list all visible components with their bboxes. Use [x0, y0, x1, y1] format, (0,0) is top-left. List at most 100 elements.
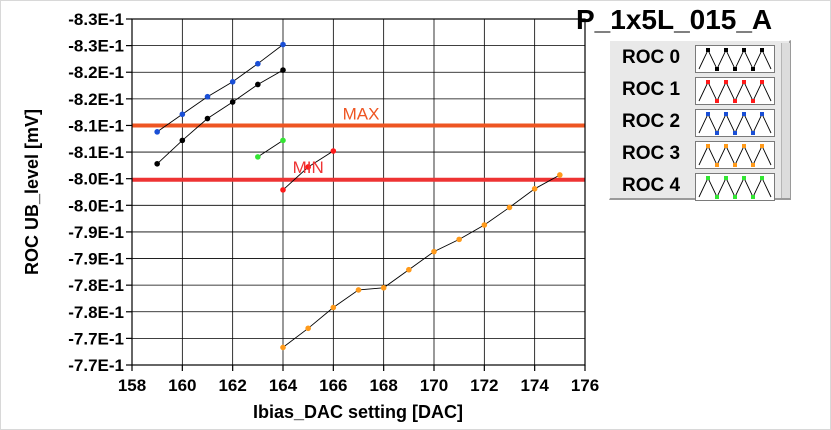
data-point-roc-4: [280, 137, 286, 144]
data-point-roc-3: [456, 236, 462, 243]
series-line-roc-2: [156, 44, 284, 133]
legend-marker: [760, 80, 764, 84]
y-axis-title: ROC UB_level [mV]: [22, 109, 42, 275]
legend-zigzag-icon: [698, 48, 772, 71]
data-point-roc-3: [531, 186, 538, 192]
data-point-roc-2: [280, 41, 286, 48]
legend-marker: [715, 163, 719, 167]
legend-marker: [751, 99, 755, 103]
legend-marker: [724, 80, 728, 84]
x-tick-label: 162: [218, 376, 246, 395]
data-point-roc-0: [154, 160, 160, 167]
legend-marker: [715, 99, 719, 103]
legend-zigzag-icon: [698, 112, 772, 135]
legend-swatch: [695, 141, 775, 169]
legend-label: ROC 4: [622, 175, 681, 196]
legend-scrollbar[interactable]: [781, 43, 790, 198]
legend-swatch: [695, 77, 775, 105]
legend-marker: [733, 131, 737, 135]
x-tick-label: 172: [470, 376, 498, 395]
data-point-roc-1: [280, 187, 286, 193]
legend-zigzag-icon: [698, 80, 772, 103]
data-point-roc-3: [280, 344, 286, 351]
legend-marker: [751, 131, 755, 135]
y-tick-label: -7.9E-1: [68, 250, 124, 269]
legend-marker: [751, 195, 755, 199]
y-tick-label: -8.2E-1: [68, 90, 124, 109]
y-tick-label: -7.7E-1: [68, 329, 124, 348]
series-line-roc-4: [257, 140, 284, 158]
legend-marker: [760, 48, 764, 52]
y-tick-label: -8.0E-1: [68, 170, 124, 189]
legend-marker: [742, 144, 746, 148]
y-axis-ticks: -7.7E-1 -7.7E-1 -7.8E-1 -7.8E-1 -7.9E-1 -7.9E…: [68, 10, 132, 375]
data-point-roc-3: [355, 287, 362, 293]
x-tick-label: 158: [118, 376, 146, 395]
legend-marker: [760, 112, 764, 116]
legend-swatch: [695, 109, 775, 137]
legend-marker: [733, 67, 737, 71]
series-line-roc-3: [282, 174, 561, 348]
legend-marker: [742, 48, 746, 52]
y-tick-label: -7.7E-1: [68, 356, 124, 375]
legend-marker: [706, 112, 710, 116]
legend-marker: [724, 176, 728, 180]
legend-label: ROC 2: [622, 111, 681, 132]
data-point-roc-0: [255, 81, 261, 88]
legend-line: [698, 176, 772, 199]
data-point-roc-0: [204, 115, 211, 122]
y-tick-label: -8.2E-1: [68, 63, 124, 82]
legend-marker: [733, 195, 737, 199]
series-line-roc-0: [156, 69, 284, 165]
data-point-roc-4: [255, 154, 261, 160]
legend-item-roc-3[interactable]: ROC 3: [610, 139, 789, 169]
x-axis-ticks: 158 160 162 164 166 168 170 172 174 176: [118, 365, 599, 395]
legend-line: [698, 144, 772, 167]
data-point-roc-0: [179, 137, 186, 144]
legend-marker: [751, 163, 755, 167]
legend-zigzag-icon: [698, 144, 772, 167]
legend-label: ROC 3: [622, 143, 681, 164]
data-point-roc-3: [431, 248, 437, 255]
legend-marker: [760, 176, 764, 180]
legend-swatch: [695, 45, 775, 73]
threshold-label-max: MAX: [343, 104, 380, 123]
x-tick-label: 164: [269, 376, 298, 395]
legend: ROC 0 ROC 1 ROC 2 ROC 3 ROC 4: [609, 40, 791, 201]
legend-marker: [742, 112, 746, 116]
legend-marker: [715, 131, 719, 135]
legend-item-roc-2[interactable]: ROC 2: [610, 107, 789, 137]
data-point-roc-3: [506, 204, 513, 211]
y-tick-label: -7.8E-1: [68, 276, 124, 295]
data-point-roc-0: [229, 99, 236, 105]
y-tick-label: -8.1E-1: [68, 116, 124, 135]
x-tick-label: 176: [571, 376, 599, 395]
y-tick-label: -8.0E-1: [68, 196, 124, 215]
legend-marker: [724, 144, 728, 148]
data-point-roc-3: [481, 222, 488, 228]
chart-title: P_1x5L_015_A: [576, 4, 773, 35]
legend-swatch: [695, 173, 775, 201]
legend-item-roc-0[interactable]: ROC 0: [610, 43, 789, 73]
legend-marker: [724, 48, 728, 52]
legend-marker: [733, 163, 737, 167]
legend-item-roc-1[interactable]: ROC 1: [610, 75, 789, 105]
legend-marker: [751, 67, 755, 71]
y-tick-label: -8.1E-1: [68, 143, 124, 162]
data-point-roc-2: [154, 129, 160, 135]
data-point-roc-2: [204, 93, 211, 100]
y-tick-label: -7.9E-1: [68, 223, 124, 242]
x-tick-label: 170: [420, 376, 448, 395]
legend-marker: [760, 144, 764, 148]
data-point-roc-1: [305, 164, 311, 170]
data-point-roc-0: [280, 67, 286, 73]
legend-marker: [706, 176, 710, 180]
threshold-labels: MIN MAX: [293, 104, 380, 176]
y-tick-label: -8.3E-1: [68, 37, 124, 56]
x-tick-label: 160: [168, 376, 196, 395]
threshold-label-min: MIN: [293, 158, 324, 177]
data-point-roc-2: [255, 60, 261, 67]
x-tick-label: 168: [369, 376, 397, 395]
x-axis-title: Ibias_DAC setting [DAC]: [253, 402, 463, 422]
legend-item-roc-4[interactable]: ROC 4: [610, 171, 789, 201]
